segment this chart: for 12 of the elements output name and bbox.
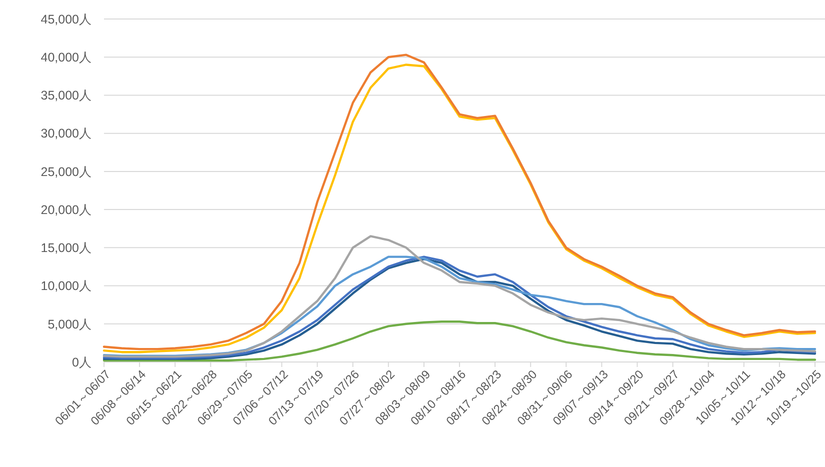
y-tick-label: 0人 [72,355,92,370]
y-tick-label: 40,000人 [40,50,92,64]
y-tick-label: 5,000人 [48,317,92,332]
y-tick-label: 15,000人 [40,241,92,256]
line-series [102,320,816,362]
y-tick-label: 30,000人 [40,126,92,141]
y-tick-label: 20,000人 [40,202,92,217]
y-tick-label: 10,000人 [40,279,92,294]
y-tick-label: 35,000人 [40,88,92,103]
y-tick-label: 45,000人 [40,12,92,26]
y-tick-label: 25,000人 [40,164,92,179]
line-series [102,235,816,358]
